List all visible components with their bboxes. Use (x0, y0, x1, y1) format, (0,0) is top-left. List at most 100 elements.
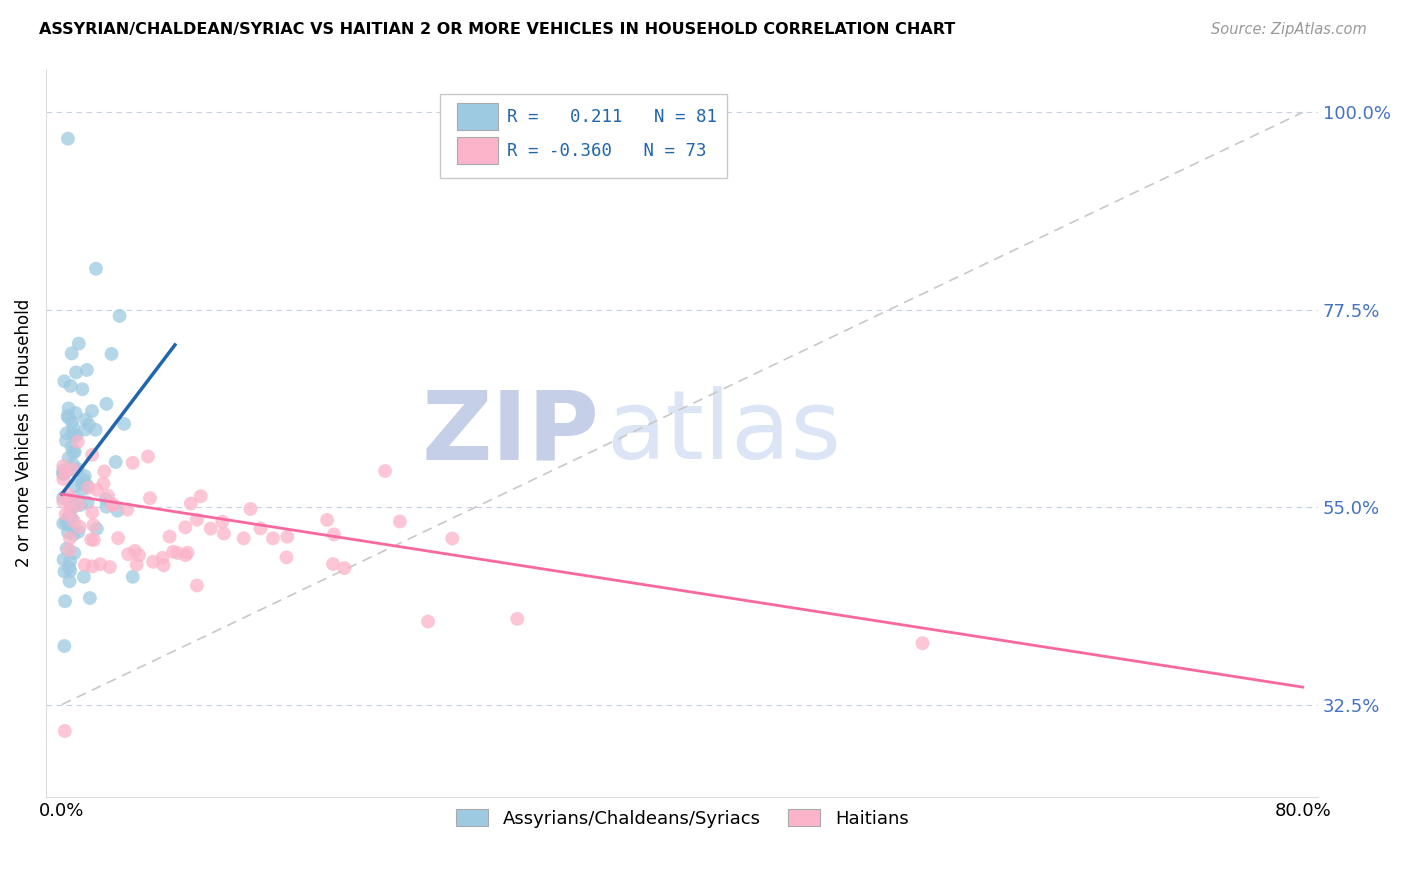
Point (180, 497, 202, 511)
Point (186, 513, 208, 527)
Point (65, 463, 87, 477)
Point (333, 561, 356, 575)
Point (139, 491, 162, 506)
Point (52, 463, 75, 477)
Point (142, 555, 165, 569)
Point (96, 397, 118, 411)
Point (124, 544, 146, 558)
Point (94, 492, 117, 507)
Point (58, 560, 80, 574)
Point (65, 428, 87, 442)
Point (388, 515, 411, 529)
Point (69, 498, 91, 512)
Text: R = -0.360   N = 73: R = -0.360 N = 73 (506, 142, 706, 160)
Point (56, 409, 79, 423)
Point (59, 503, 82, 517)
Point (77, 417, 100, 432)
Point (72, 382, 94, 396)
Point (276, 550, 298, 565)
Point (55, 426, 77, 441)
Point (59, 564, 82, 578)
Point (190, 489, 212, 503)
Point (96, 500, 118, 514)
Y-axis label: 2 or more Vehicles in Household: 2 or more Vehicles in Household (15, 299, 32, 566)
Point (62, 462, 84, 476)
Point (58, 517, 80, 532)
Point (152, 550, 174, 565)
Point (75, 423, 97, 437)
Point (112, 417, 135, 431)
Point (56, 132, 79, 146)
Point (316, 513, 339, 527)
Point (186, 578, 208, 592)
Point (117, 547, 139, 561)
Point (374, 464, 396, 478)
Point (176, 546, 198, 560)
Point (62, 426, 84, 441)
Point (62, 500, 84, 514)
Point (506, 612, 529, 626)
Point (56, 511, 79, 525)
Point (52, 459, 75, 474)
Point (100, 347, 122, 361)
Point (211, 515, 233, 529)
Point (77, 481, 100, 495)
Point (52, 491, 75, 505)
Point (89, 557, 111, 571)
Point (162, 545, 184, 559)
Point (58, 450, 80, 465)
Point (80, 533, 103, 547)
Point (121, 456, 143, 470)
Point (159, 530, 181, 544)
Point (107, 531, 129, 545)
Point (200, 522, 222, 536)
Point (72, 482, 94, 496)
Point (84, 423, 107, 437)
Point (53, 594, 76, 608)
Point (80, 404, 103, 418)
FancyBboxPatch shape (440, 94, 727, 178)
Point (63, 428, 86, 442)
Point (174, 548, 197, 562)
Point (101, 498, 124, 512)
Point (76, 363, 98, 377)
Point (53, 374, 76, 388)
Point (63, 498, 86, 512)
Point (97, 489, 120, 503)
Point (62, 522, 84, 536)
Point (65, 366, 87, 380)
Point (93, 465, 115, 479)
Point (52, 472, 75, 486)
Point (55, 541, 77, 556)
Point (75, 412, 97, 426)
Point (73, 570, 96, 584)
Point (53, 639, 76, 653)
Point (232, 531, 254, 545)
Legend: Assyrians/Chaldeans/Syriacs, Haitians: Assyrians/Chaldeans/Syriacs, Haitians (449, 802, 915, 835)
Point (152, 558, 174, 573)
Point (52, 516, 75, 531)
Point (67, 524, 90, 539)
Point (58, 494, 80, 508)
Point (59, 554, 82, 568)
Point (53, 565, 76, 579)
Point (60, 346, 83, 360)
Point (53, 465, 76, 479)
Point (86, 483, 108, 497)
Point (52, 467, 75, 482)
Point (62, 444, 84, 458)
Point (62, 527, 84, 541)
Point (239, 502, 262, 516)
Point (52, 494, 75, 508)
Point (249, 521, 271, 535)
Text: R =   0.211   N = 81: R = 0.211 N = 81 (506, 108, 717, 127)
Point (121, 570, 143, 584)
Text: Source: ZipAtlas.com: Source: ZipAtlas.com (1211, 22, 1367, 37)
Point (262, 531, 284, 545)
Point (56, 525, 79, 540)
Point (55, 507, 77, 521)
Point (62, 420, 84, 434)
Point (98, 560, 121, 574)
Point (55, 466, 77, 480)
Point (58, 410, 80, 425)
